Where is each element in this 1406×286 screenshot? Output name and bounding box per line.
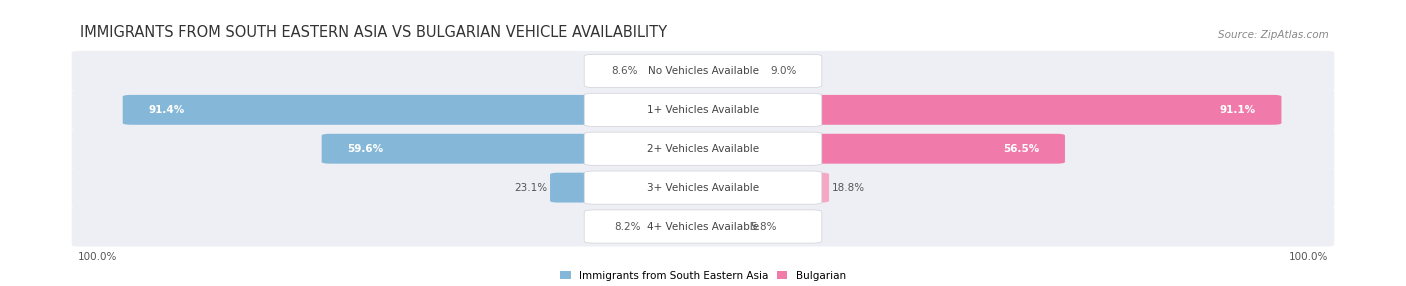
Text: 3+ Vehicles Available: 3+ Vehicles Available xyxy=(647,183,759,192)
FancyBboxPatch shape xyxy=(585,132,821,165)
FancyBboxPatch shape xyxy=(72,168,1334,208)
Text: 18.8%: 18.8% xyxy=(832,183,865,192)
FancyBboxPatch shape xyxy=(585,171,821,204)
FancyBboxPatch shape xyxy=(695,173,830,202)
FancyBboxPatch shape xyxy=(122,95,711,125)
FancyBboxPatch shape xyxy=(695,56,768,86)
Text: 100.0%: 100.0% xyxy=(77,252,117,262)
FancyBboxPatch shape xyxy=(585,93,821,126)
FancyBboxPatch shape xyxy=(72,90,1334,130)
Text: Source: ZipAtlas.com: Source: ZipAtlas.com xyxy=(1218,30,1329,40)
FancyBboxPatch shape xyxy=(585,54,821,88)
Text: 5.8%: 5.8% xyxy=(751,222,778,231)
Text: 1+ Vehicles Available: 1+ Vehicles Available xyxy=(647,105,759,115)
Text: 56.5%: 56.5% xyxy=(1004,144,1039,154)
Text: IMMIGRANTS FROM SOUTH EASTERN ASIA VS BULGARIAN VEHICLE AVAILABILITY: IMMIGRANTS FROM SOUTH EASTERN ASIA VS BU… xyxy=(80,25,668,40)
FancyBboxPatch shape xyxy=(550,173,711,202)
Text: 8.2%: 8.2% xyxy=(614,222,641,231)
Text: 91.4%: 91.4% xyxy=(148,105,184,115)
FancyBboxPatch shape xyxy=(585,210,821,243)
Text: 8.6%: 8.6% xyxy=(612,66,638,76)
FancyBboxPatch shape xyxy=(641,56,711,86)
Text: No Vehicles Available: No Vehicles Available xyxy=(648,66,758,76)
FancyBboxPatch shape xyxy=(695,134,1064,164)
FancyBboxPatch shape xyxy=(322,134,711,164)
FancyBboxPatch shape xyxy=(72,51,1334,91)
Text: 2+ Vehicles Available: 2+ Vehicles Available xyxy=(647,144,759,154)
FancyBboxPatch shape xyxy=(695,212,748,241)
FancyBboxPatch shape xyxy=(72,129,1334,169)
FancyBboxPatch shape xyxy=(695,95,1281,125)
Text: 59.6%: 59.6% xyxy=(347,144,382,154)
Text: 23.1%: 23.1% xyxy=(515,183,547,192)
FancyBboxPatch shape xyxy=(644,212,711,241)
Text: 100.0%: 100.0% xyxy=(1289,252,1329,262)
Text: 91.1%: 91.1% xyxy=(1220,105,1256,115)
Text: 9.0%: 9.0% xyxy=(770,66,797,76)
Legend: Immigrants from South Eastern Asia, Bulgarian: Immigrants from South Eastern Asia, Bulg… xyxy=(561,271,845,281)
FancyBboxPatch shape xyxy=(72,206,1334,247)
Text: 4+ Vehicles Available: 4+ Vehicles Available xyxy=(647,222,759,231)
